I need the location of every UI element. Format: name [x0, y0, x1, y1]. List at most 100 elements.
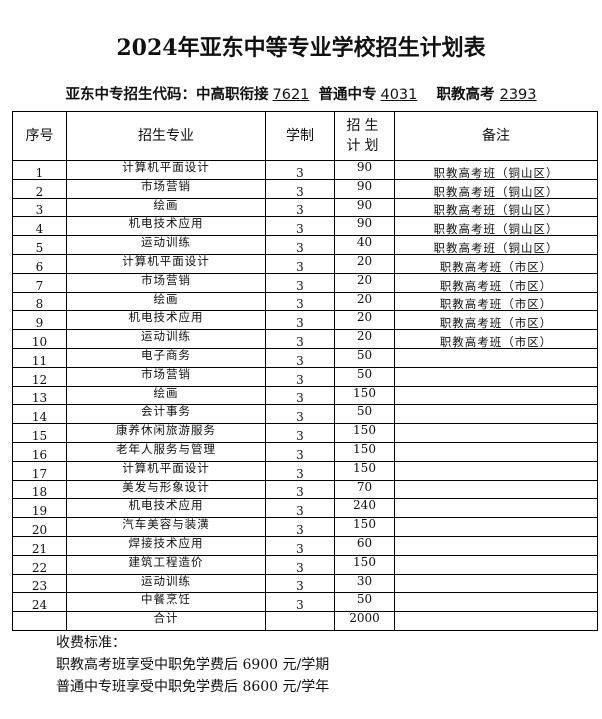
plan-count: 150	[334, 554, 395, 575]
table-row: 23 运动训练 3 30	[12, 573, 598, 594]
remark	[394, 554, 598, 575]
total-value: 2000	[334, 611, 395, 631]
remark	[394, 347, 598, 368]
duration: 3	[265, 235, 335, 255]
row-number: 22	[12, 554, 67, 575]
plan-count: 20	[334, 329, 395, 349]
row-number: 16	[12, 441, 67, 462]
major: 计算机平面设计	[66, 253, 266, 274]
duration: 3	[265, 216, 335, 237]
major: 建筑工程造价	[66, 554, 266, 575]
major: 焊接技术应用	[66, 535, 266, 556]
table-row: 17 计算机平面设计 3 150	[12, 460, 598, 481]
row-number	[12, 611, 67, 631]
code3-label: 职教高考	[436, 87, 495, 103]
remark: 职教高考班（市区）	[394, 253, 598, 274]
codes-label: 亚东中专招生代码：	[65, 87, 197, 103]
code1-label: 中高职衔接	[196, 87, 269, 103]
row-number: 7	[12, 272, 67, 293]
remark	[394, 573, 598, 594]
plan-count: 60	[334, 535, 395, 556]
duration: 3	[265, 498, 335, 519]
row-number: 23	[12, 573, 67, 594]
column-header: 招生 计划	[334, 111, 395, 161]
plan-count: 50	[334, 347, 395, 368]
row-number: 19	[12, 498, 67, 519]
plan-count: 50	[334, 366, 395, 387]
major: 康养休闲旅游服务	[66, 423, 266, 443]
duration: 3	[265, 347, 335, 368]
duration: 3	[265, 517, 335, 537]
major: 运动训练	[66, 329, 266, 349]
duration: 3	[265, 423, 335, 443]
remark	[394, 441, 598, 462]
duration: 3	[265, 554, 335, 575]
major: 绘画	[66, 385, 266, 406]
fee-line: 职教高考班享受中职免学费后 6900 元/学期	[56, 657, 330, 673]
duration: 3	[265, 441, 335, 462]
plan-count: 20	[334, 291, 395, 312]
table-row: 22 建筑工程造价 3 150	[12, 554, 598, 575]
remark	[394, 517, 598, 537]
major: 机电技术应用	[66, 498, 266, 519]
row-number: 5	[12, 235, 67, 255]
remark	[394, 498, 598, 519]
duration: 3	[265, 160, 335, 180]
remark: 职教高考班（铜山区）	[394, 160, 598, 180]
duration: 3	[265, 291, 335, 312]
table-row: 4 机电技术应用 3 90 职教高考班（铜山区）	[12, 216, 598, 237]
duration: 3	[265, 460, 335, 481]
column-header: 学制	[265, 111, 335, 161]
total-row: 合计 2000	[12, 611, 598, 631]
plan-count: 20	[334, 310, 395, 331]
remark: 职教高考班（市区）	[394, 291, 598, 312]
table-row: 7 市场营销 3 20 职教高考班（市区）	[12, 272, 598, 293]
row-number: 2	[12, 178, 67, 199]
remark	[394, 479, 598, 500]
remark: 职教高考班（铜山区）	[394, 235, 598, 255]
remark: 职教高考班（铜山区）	[394, 216, 598, 237]
row-number: 4	[12, 216, 67, 237]
major: 绘画	[66, 291, 266, 312]
table-row: 5 运动训练 3 40 职教高考班（铜山区）	[12, 235, 598, 255]
code2-label: 普通中专	[318, 87, 377, 103]
row-number: 13	[12, 385, 67, 406]
duration: 3	[265, 178, 335, 199]
row-number: 14	[12, 404, 67, 425]
duration: 3	[265, 479, 335, 500]
code2-value: 4031	[380, 87, 418, 103]
plan-count: 20	[334, 253, 395, 274]
major: 运动训练	[66, 573, 266, 594]
column-header: 招生专业	[66, 111, 266, 161]
duration: 3	[265, 404, 335, 425]
table-row: 24 中餐烹饪 3 50	[12, 592, 598, 613]
row-number: 9	[12, 310, 67, 331]
plan-count: 90	[334, 160, 395, 180]
table-row: 12 市场营销 3 50	[12, 366, 598, 387]
row-number: 8	[12, 291, 67, 312]
row-number: 17	[12, 460, 67, 481]
duration: 3	[265, 197, 335, 218]
table-row: 16 老年人服务与管理 3 150	[12, 441, 598, 462]
plan-count: 150	[334, 517, 395, 537]
duration: 3	[265, 535, 335, 556]
fee-line: 普通中专班享受中职免学费后 8600 元/学年	[56, 679, 330, 695]
duration: 3	[265, 385, 335, 406]
enrollment-codes: 亚东中专招生代码：中高职衔接 7621 普通中专 4031 职教高考 2393	[0, 83, 602, 104]
plan-count: 30	[334, 573, 395, 594]
total-label: 合计	[66, 611, 266, 631]
major: 机电技术应用	[66, 216, 266, 237]
major: 机电技术应用	[66, 310, 266, 331]
major: 会计事务	[66, 404, 266, 425]
row-number: 21	[12, 535, 67, 556]
remark	[394, 460, 598, 481]
remark	[394, 385, 598, 406]
major: 老年人服务与管理	[66, 441, 266, 462]
major: 市场营销	[66, 366, 266, 387]
plan-count: 150	[334, 385, 395, 406]
duration: 3	[265, 592, 335, 613]
row-number: 10	[12, 329, 67, 349]
row-number: 12	[12, 366, 67, 387]
major: 市场营销	[66, 178, 266, 199]
plan-count: 150	[334, 423, 395, 443]
